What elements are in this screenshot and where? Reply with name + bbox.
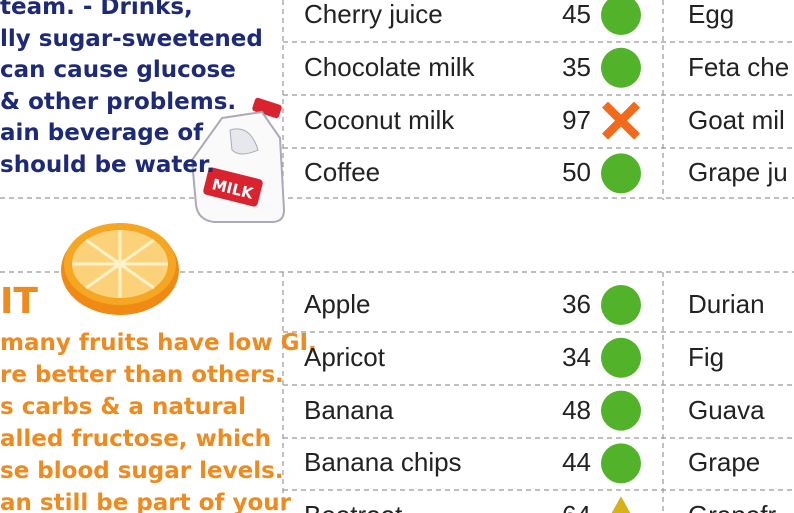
note-line: alled fructose, which (0, 426, 272, 452)
gi-value: 45 (562, 0, 591, 29)
food-name: Beetroot (304, 502, 402, 513)
food-name: Durian (688, 289, 765, 319)
note-line: & other problems. (0, 88, 237, 115)
food-name: Banana chips (304, 447, 462, 478)
section-heading: IT (0, 281, 38, 322)
gi-marker (601, 285, 641, 325)
note-line: re better than others. (0, 362, 284, 388)
food-name: Apple (304, 289, 371, 319)
note-line: many fruits have low GI, (0, 330, 317, 356)
food-name: Coffee (304, 157, 381, 188)
note-line: se blood sugar levels. (0, 458, 284, 484)
food-name: Egg (688, 0, 735, 29)
food-name: Grape (688, 447, 761, 478)
gi-marker (601, 337, 641, 378)
food-name: Apricot (304, 341, 385, 372)
gi-marker (601, 443, 641, 484)
gi-marker (601, 0, 641, 35)
food-name: Grapefr (688, 502, 776, 513)
food-name: Guava (688, 394, 765, 425)
food-name: Coconut milk (304, 104, 455, 135)
note-line: can cause glucose (0, 57, 236, 84)
gi-marker (601, 153, 641, 194)
gi-value: 50 (562, 157, 591, 188)
gi-value: 36 (562, 289, 591, 319)
gi-marker (601, 390, 641, 431)
food-name: Cherry juice (304, 0, 443, 29)
gi-value: 44 (562, 447, 591, 478)
note-line: an still be part of your (0, 490, 291, 513)
gi-value: 97 (562, 104, 591, 135)
note-line: lly sugar-sweetened (0, 25, 263, 52)
gi-marker (611, 496, 631, 513)
gi-value: 35 (562, 51, 591, 82)
gi-marker (601, 47, 641, 88)
gi-value: 48 (562, 394, 591, 425)
gi-value: 64 (562, 502, 591, 513)
milk-jug (190, 97, 286, 223)
orange-slice (61, 223, 179, 315)
food-name: Feta che (688, 51, 790, 82)
food-name: Banana (304, 394, 394, 425)
food-name: Grape ju (688, 157, 788, 188)
note-line: should be water. (0, 152, 215, 178)
food-name: Chocolate milk (304, 51, 475, 82)
note-line: ain beverage of (0, 120, 204, 147)
gi-value: 34 (562, 341, 591, 372)
note-line: s carbs & a natural (0, 394, 246, 420)
note-line: team. - Drinks, (0, 0, 193, 20)
gi-marker (602, 101, 640, 140)
food-name: Fig (688, 341, 725, 372)
food-name: Goat mil (688, 104, 785, 135)
